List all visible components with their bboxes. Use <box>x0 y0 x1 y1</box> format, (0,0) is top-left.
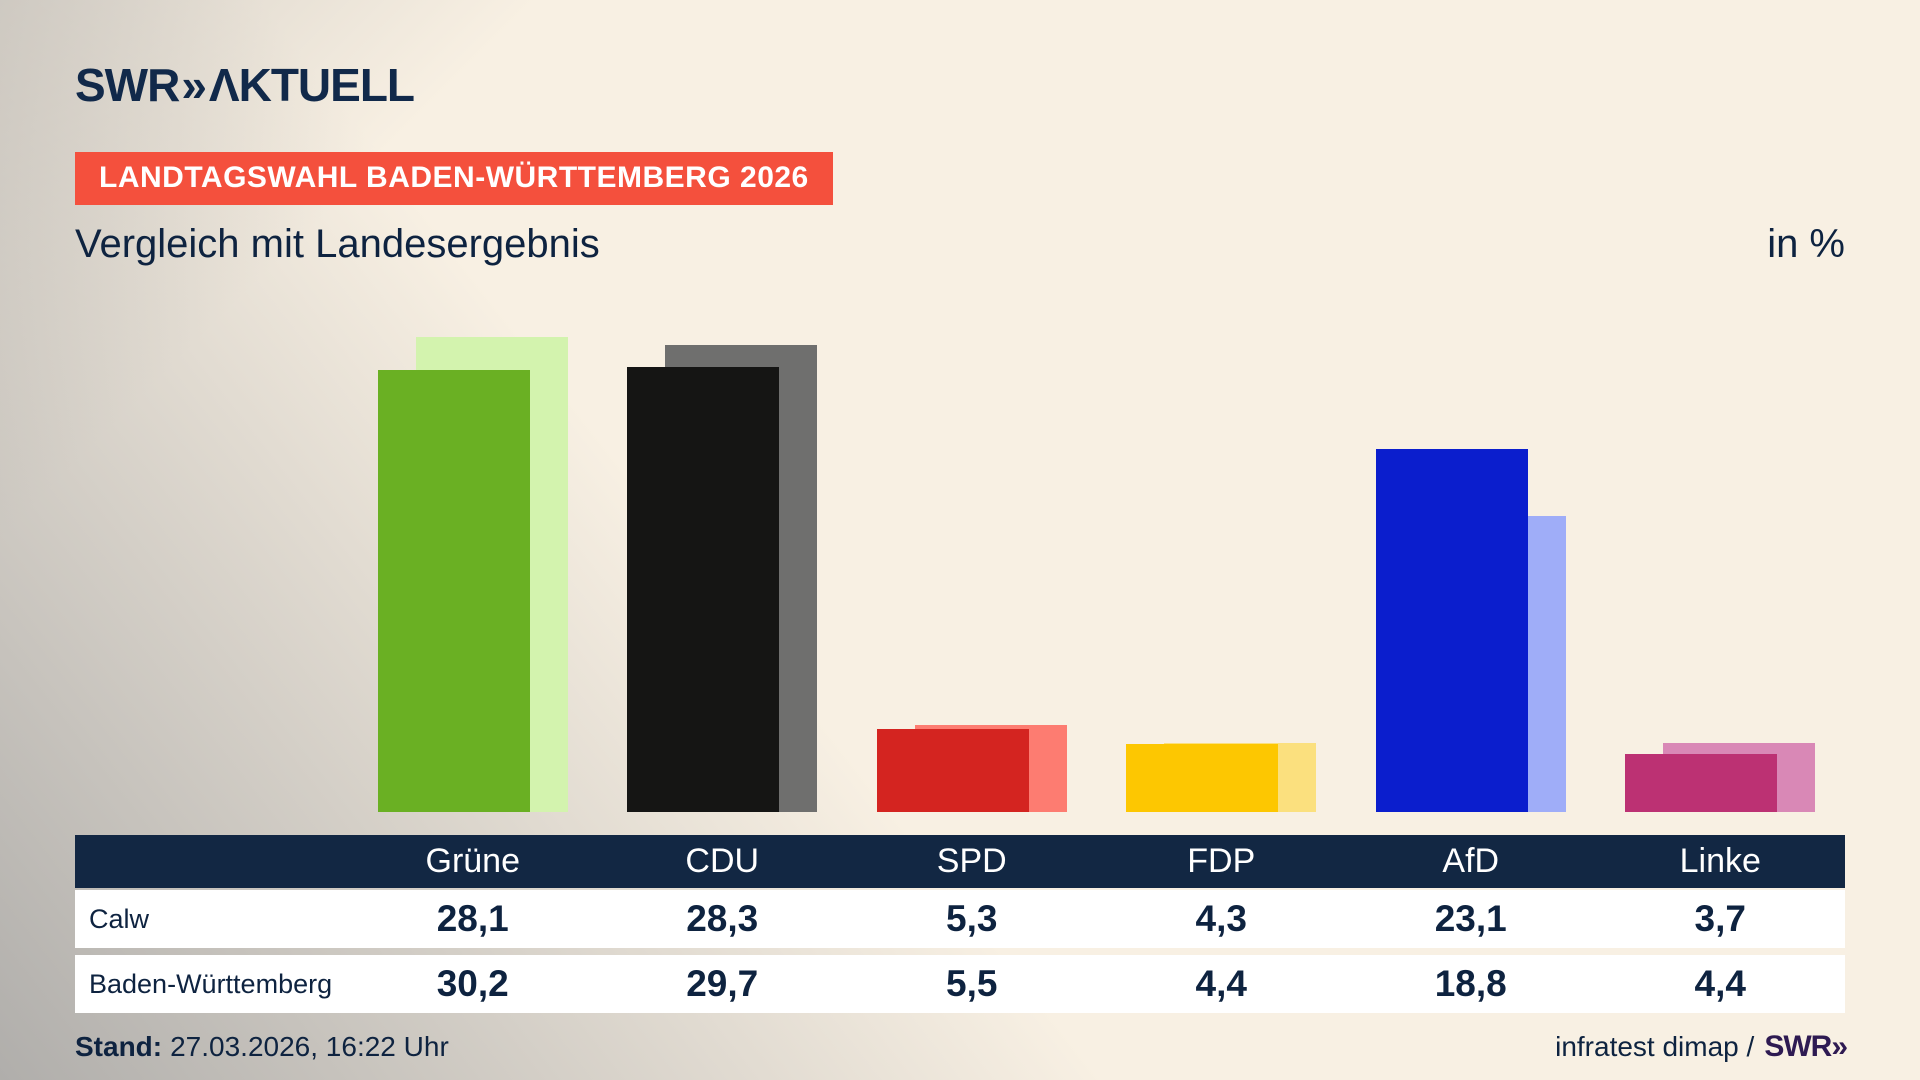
logo-chevrons-icon: » <box>181 59 207 111</box>
source-credit: infratest dimap / SWR» <box>1555 1030 1848 1064</box>
value-spd: 5,3 <box>946 898 998 939</box>
column-header-cdu: CDU <box>685 842 760 880</box>
value-fdp: 4,3 <box>1195 898 1247 939</box>
logo-aktuell-text: ΛKTUELL <box>208 59 415 111</box>
table-row-land: Baden-Württemberg 30,2 29,7 5,5 4,4 18,8 4,4 <box>75 955 1845 1013</box>
source-text: infratest dimap / <box>1555 1031 1755 1062</box>
column-header-grüne: Grüne <box>425 842 521 880</box>
bar-grüne-calw <box>378 370 530 812</box>
unit-label: in % <box>1767 222 1845 266</box>
value-afd: 23,1 <box>1434 898 1507 939</box>
value-grüne: 28,1 <box>436 898 509 939</box>
value-linke: 4,4 <box>1694 963 1746 1004</box>
table-header-row: Grüne CDU SPD FDP AfD Linke <box>75 835 1845 888</box>
column-header-afd: AfD <box>1442 842 1500 880</box>
swr-aktuell-logo: SWR» ΛKTUELL <box>75 58 415 112</box>
value-fdp: 4,4 <box>1195 963 1247 1004</box>
title-row: Vergleich mit Landesergebnis in % <box>75 222 1845 267</box>
value-afd: 18,8 <box>1434 963 1507 1004</box>
bar-cdu-calw <box>627 367 779 812</box>
bar-linke-calw <box>1625 754 1777 812</box>
chart-title: Vergleich mit Landesergebnis <box>75 222 600 266</box>
logo-swr-text: SWR <box>75 59 180 111</box>
table-corner-cell <box>75 835 348 888</box>
column-header-spd: SPD <box>936 842 1007 880</box>
column-header-linke: Linke <box>1679 842 1761 880</box>
election-badge: LANDTAGSWAHL BADEN-WÜRTTEMBERG 2026 <box>75 152 833 205</box>
column-header-fdp: FDP <box>1187 842 1256 880</box>
bar-fdp-calw <box>1126 744 1278 812</box>
timestamp-label: Stand: <box>75 1031 163 1062</box>
row-label: Calw <box>89 903 150 934</box>
timestamp-value: 27.03.2026, 16:22 Uhr <box>170 1031 449 1062</box>
timestamp: Stand: 27.03.2026, 16:22 Uhr <box>75 1031 449 1063</box>
bar-chart <box>75 330 1845 812</box>
bar-spd-calw <box>877 729 1029 812</box>
value-cdu: 28,3 <box>686 898 759 939</box>
value-spd: 5,5 <box>946 963 998 1004</box>
value-linke: 3,7 <box>1694 898 1746 939</box>
value-grüne: 30,2 <box>436 963 509 1004</box>
source-logo-chevrons-icon: » <box>1831 1030 1848 1063</box>
footer: Stand: 27.03.2026, 16:22 Uhr infratest di… <box>75 1030 1848 1064</box>
row-label: Baden-Württemberg <box>89 968 333 999</box>
results-table: Grüne CDU SPD FDP AfD Linke Calw 28,1 28,3 5,3 4,… <box>75 835 1845 1020</box>
table-row-calw: Calw 28,1 28,3 5,3 4,3 23,1 3,7 <box>75 890 1845 948</box>
value-cdu: 29,7 <box>686 963 759 1004</box>
bar-afd-calw <box>1376 449 1528 812</box>
source-swr-logo: SWR» <box>1764 1030 1848 1063</box>
